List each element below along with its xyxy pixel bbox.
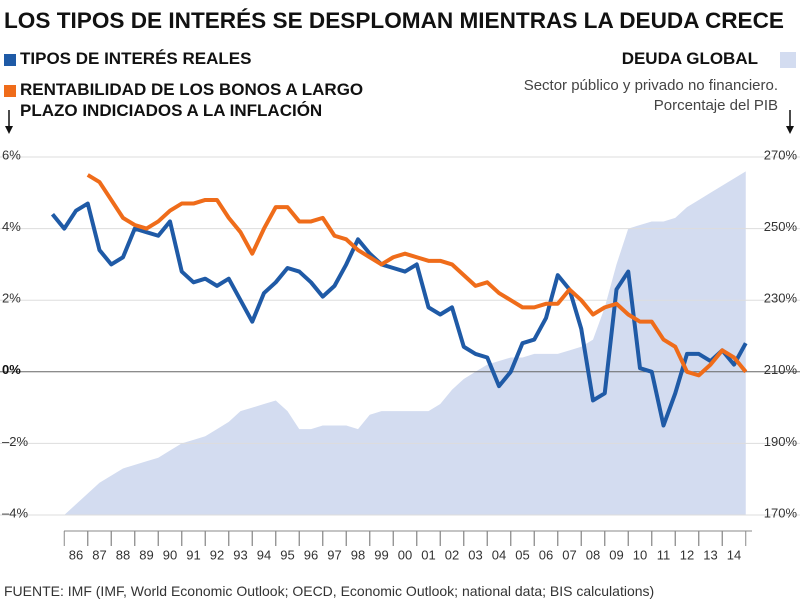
y-tick-label: –4%	[2, 505, 28, 520]
x-tick-label: 90	[163, 547, 177, 562]
legend-label: RENTABILIDAD DE LOS BONOS A LARGO PLAZO …	[20, 80, 364, 120]
x-tick-label: 94	[257, 547, 271, 562]
x-tick-label: 98	[351, 547, 365, 562]
y2-tick-label: 250%	[764, 219, 798, 234]
x-tick-label: 06	[539, 547, 553, 562]
y-tick-label: 2%	[2, 291, 21, 306]
line	[50, 201, 748, 428]
legend-note: Sector público y privado no financiero.	[523, 77, 778, 94]
area	[64, 171, 746, 515]
x-tick-label: 03	[468, 547, 482, 562]
x-tick-label: 88	[116, 547, 130, 562]
legend-note: Porcentaje del PIB	[653, 97, 778, 114]
y-tick-label: 0%	[2, 362, 21, 377]
legend-swatch	[4, 54, 16, 66]
y-tick-label: 4%	[2, 219, 21, 234]
chart-title: LOS TIPOS DE INTERÉS SE DESPLOMAN MIENTR…	[4, 8, 784, 33]
legend-label: DEUDA GLOBAL	[621, 49, 758, 68]
x-tick-label: 99	[374, 547, 388, 562]
x-tick-label: 95	[280, 547, 294, 562]
legend-label: TIPOS DE INTERÉS REALES	[20, 49, 252, 68]
line	[86, 173, 748, 378]
x-tick-label: 09	[609, 547, 623, 562]
x-tick-label: 86	[69, 547, 83, 562]
y2-tick-label: 210%	[764, 362, 798, 377]
y2-tick-label: 190%	[764, 434, 798, 449]
down-arrow-left	[5, 110, 13, 134]
x-tick-label: 04	[492, 547, 506, 562]
source: FUENTE: IMF (IMF, World Economic Outlook…	[4, 583, 655, 599]
x-tick-label: 97	[327, 547, 341, 562]
x-tick-label: 10	[633, 547, 647, 562]
x-tick-label: 07	[562, 547, 576, 562]
x-tick-label: 96	[304, 547, 318, 562]
x-tick-label: 14	[727, 547, 741, 562]
y-tick-label: –2%	[2, 434, 28, 449]
legend-swatch	[4, 85, 16, 97]
legend-swatch	[780, 52, 796, 68]
x-tick-label: 93	[233, 547, 247, 562]
x-tick-label: 87	[92, 547, 106, 562]
x-tick-label: 05	[515, 547, 529, 562]
x-tick-label: 02	[445, 547, 459, 562]
y-tick-label: 6%	[2, 147, 21, 162]
x-tick-label: 12	[680, 547, 694, 562]
x-tick-label: 11	[657, 547, 671, 562]
x-tick-label: 01	[421, 547, 435, 562]
down-arrow-right	[786, 110, 794, 134]
x-tick-label: 92	[210, 547, 224, 562]
x-tick-label: 13	[703, 547, 717, 562]
y2-tick-label: 170%	[764, 505, 798, 520]
x-tick-label: 89	[139, 547, 153, 562]
y2-tick-label: 230%	[764, 291, 798, 306]
x-tick-label: 91	[186, 547, 200, 562]
x-tick-label: 00	[398, 547, 412, 562]
y2-tick-label: 270%	[764, 147, 798, 162]
x-tick-label: 08	[586, 547, 600, 562]
